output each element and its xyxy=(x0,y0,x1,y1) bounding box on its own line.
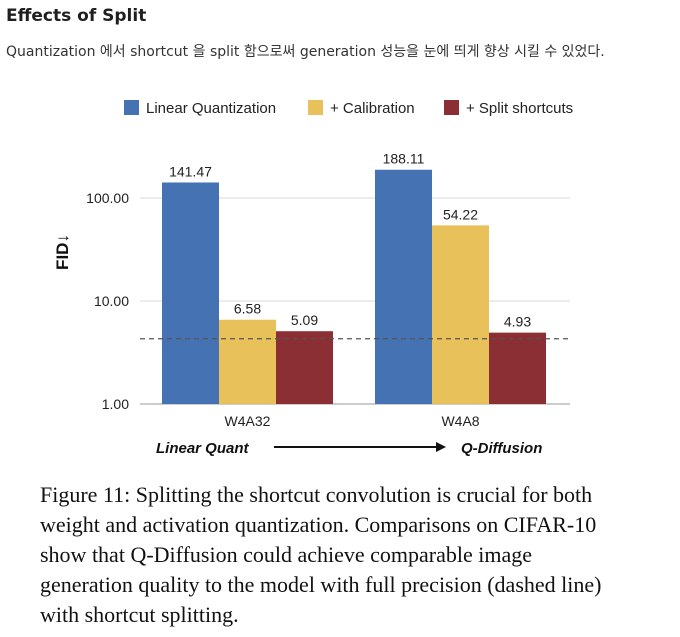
annotation-left-label: Linear Quant xyxy=(156,440,250,457)
data-label: 6.58 xyxy=(234,301,261,317)
data-label: 5.09 xyxy=(291,312,318,328)
annotation-arrow-head xyxy=(436,442,446,452)
y-tick-label: 100.00 xyxy=(86,190,129,206)
data-label: 4.93 xyxy=(504,314,531,330)
data-label: 188.11 xyxy=(383,151,425,167)
y-tick-label: 1.00 xyxy=(102,396,129,412)
y-tick-label: 10.00 xyxy=(94,293,129,309)
annotation-right-label: Q-Diffusion xyxy=(461,440,542,457)
page-title: Effects of Split xyxy=(6,6,147,26)
bar xyxy=(432,225,489,404)
data-label: 141.47 xyxy=(169,163,212,179)
legend-label: + Calibration xyxy=(330,100,415,117)
legend-swatch xyxy=(308,100,323,115)
page-subtitle: Quantization 에서 shortcut 을 split 함으로써 ge… xyxy=(6,44,605,60)
bar xyxy=(219,319,276,404)
x-tick-label: W4A32 xyxy=(225,413,271,429)
bar xyxy=(489,332,546,404)
bar xyxy=(375,169,432,404)
legend-label: Linear Quantization xyxy=(146,100,276,117)
figure-caption: Figure 11: Splitting the shortcut convol… xyxy=(40,482,602,627)
bar xyxy=(276,331,333,404)
x-tick-label: W4A8 xyxy=(441,413,479,429)
bar xyxy=(162,182,219,404)
y-axis-label: FID↓ xyxy=(53,234,72,270)
legend-label: + Split shortcuts xyxy=(466,100,573,117)
fid-bar-chart: 1.00 10.00 100.00 FID↓ Linear Quantization + … xyxy=(53,100,573,457)
legend-swatch xyxy=(444,100,459,115)
legend-swatch xyxy=(124,100,139,115)
data-label: 54.22 xyxy=(443,206,478,222)
